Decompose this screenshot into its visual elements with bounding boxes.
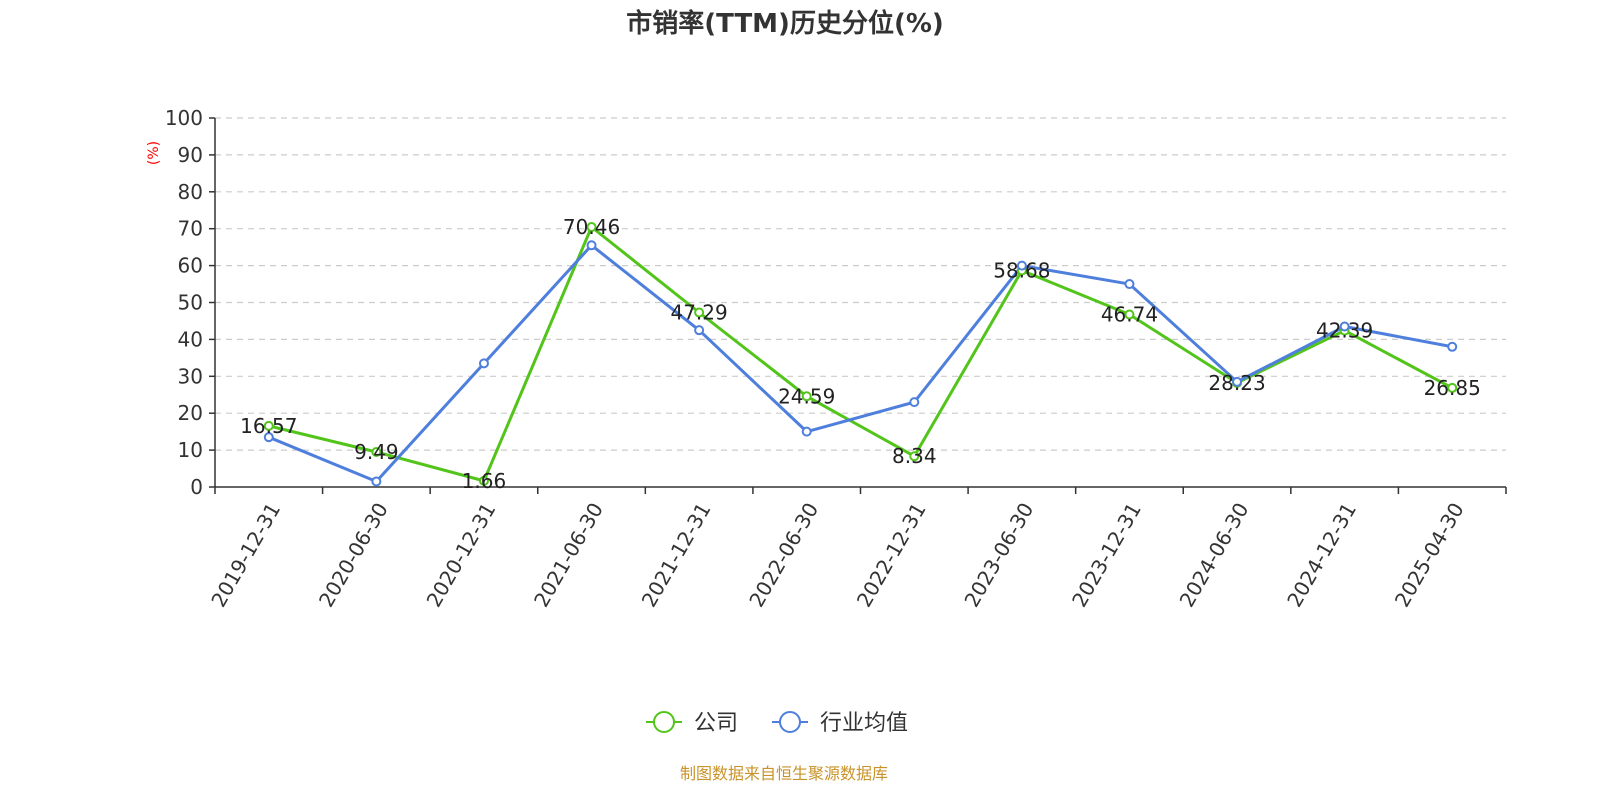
chart-title: 市销率(TTM)历史分位(%) [626, 8, 944, 39]
series-0-point[interactable] [1124, 309, 1135, 320]
series-1-point[interactable] [1232, 376, 1243, 387]
data-label: 8.34 [892, 444, 937, 468]
series-0-point[interactable] [694, 307, 705, 318]
y-tick-label: 40 [178, 327, 203, 351]
x-tick-label: 2022-12-31 [852, 499, 931, 612]
x-tick-label: 2020-12-31 [422, 499, 501, 612]
x-tick-label: 2025-04-30 [1390, 499, 1469, 612]
data-label: 9.49 [354, 440, 399, 464]
series-1-point[interactable] [586, 240, 597, 251]
grid-lines [215, 117, 1506, 451]
legend-label: 公司 [694, 711, 738, 736]
data-label: 46.74 [1101, 303, 1158, 327]
y-tick-label: 60 [178, 254, 203, 278]
x-tick-label: 2023-06-30 [959, 499, 1038, 612]
y-axis-label: (%) [146, 141, 162, 165]
y-tick-label: 70 [178, 217, 203, 241]
y-tick-label: 10 [178, 438, 203, 462]
series-0-point[interactable] [1447, 382, 1458, 393]
series-1-point[interactable] [1447, 341, 1458, 352]
y-tick-label: 0 [190, 475, 203, 499]
x-tick-label: 2021-06-30 [529, 499, 608, 612]
data-labels: 16.57 9.49 1.66 70.46 47.29 24.59 8.34 58.68 46.… [240, 215, 1481, 493]
y-tick-label: 90 [178, 143, 203, 167]
series-0-point[interactable] [801, 391, 812, 402]
series-0-point[interactable] [263, 420, 274, 431]
y-tick-label: 30 [178, 364, 203, 388]
series-1-point[interactable] [909, 397, 920, 408]
x-axis: 2019-12-31 2020-06-30 2020-12-31 2021-06-30… [206, 486, 1507, 612]
series-1-point[interactable] [371, 476, 382, 487]
series-line-1 [268, 243, 1453, 483]
data-label: 26.85 [1424, 376, 1481, 400]
legend[interactable]: 公司 行业均值 [646, 711, 908, 736]
series-0-point[interactable] [586, 222, 597, 233]
x-tick-label: 2019-12-31 [206, 499, 285, 612]
series-0-point[interactable] [371, 446, 382, 457]
data-label: 58.68 [993, 258, 1050, 282]
series-0-point[interactable] [478, 475, 489, 486]
y-tick-label: 20 [178, 401, 203, 425]
legend-marker [779, 711, 801, 733]
series-1-point[interactable] [1339, 321, 1350, 332]
y-tick-label: 50 [178, 291, 203, 315]
x-tick-label: 2020-06-30 [314, 499, 393, 612]
source-note: 制图数据来自恒生聚源数据库 [680, 764, 888, 783]
data-label: 47.29 [670, 300, 727, 324]
x-tick-label: 2023-12-31 [1067, 499, 1146, 612]
y-tick-label: 100 [165, 106, 203, 130]
legend-label: 行业均值 [820, 711, 908, 736]
series-1-point[interactable] [1016, 260, 1027, 271]
y-axis: 0 10 20 30 40 50 60 70 80 90 100 [165, 106, 216, 499]
x-tick-label: 2022-06-30 [744, 499, 823, 612]
series-1-point[interactable] [1124, 279, 1135, 290]
series-1-point[interactable] [694, 325, 705, 336]
data-label: 24.59 [778, 384, 835, 408]
series-1-point[interactable] [478, 358, 489, 369]
legend-item-1[interactable]: 行业均值 [772, 711, 908, 736]
x-tick-label: 2021-12-31 [637, 499, 716, 612]
series-1-point[interactable] [263, 432, 274, 443]
x-tick-label: 2024-06-30 [1175, 499, 1254, 612]
data-label: 42.39 [1316, 319, 1373, 343]
data-label: 16.57 [240, 414, 297, 438]
x-tick-label: 2024-12-31 [1282, 499, 1361, 612]
data-label: 1.66 [462, 469, 507, 493]
data-label: 28.23 [1208, 371, 1265, 395]
y-tick-label: 80 [178, 180, 203, 204]
series-0-point[interactable] [909, 451, 920, 462]
legend-marker [653, 711, 675, 733]
data-label: 70.46 [563, 215, 620, 239]
series-layer [263, 222, 1458, 487]
series-1-point[interactable] [801, 426, 812, 437]
legend-item-0[interactable]: 公司 [646, 711, 738, 736]
